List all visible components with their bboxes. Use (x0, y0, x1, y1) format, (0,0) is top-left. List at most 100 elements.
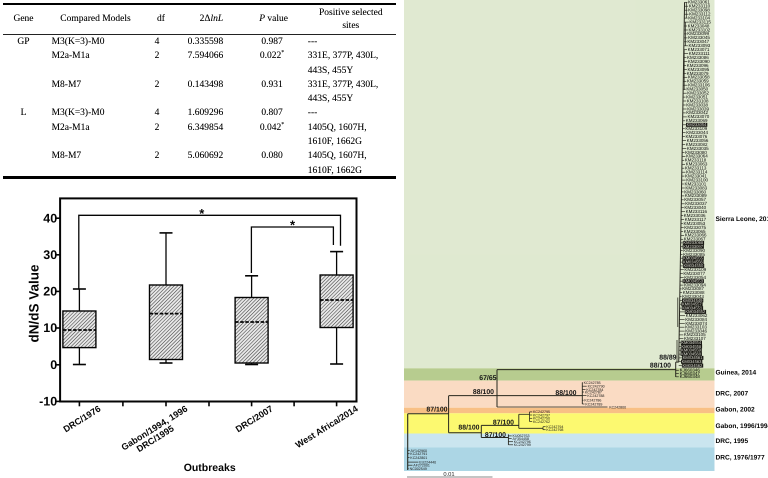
svg-text:KC242797: KC242797 (533, 413, 550, 417)
svg-text:KM233048: KM233048 (688, 23, 710, 28)
svg-text:KC242790: KC242790 (588, 385, 605, 389)
svg-text:KM233054: KM233054 (687, 122, 708, 127)
svg-text:KC242801: KC242801 (410, 456, 427, 460)
svg-text:KM233041: KM233041 (685, 174, 707, 179)
svg-text:AY142960: AY142960 (411, 449, 428, 453)
svg-text:KC242799: KC242799 (514, 443, 531, 447)
svg-text:KM233068: KM233068 (683, 240, 704, 245)
svg-text:KM233114: KM233114 (686, 170, 708, 175)
svg-text:AF272001: AF272001 (413, 464, 430, 468)
svg-text:KM233079: KM233079 (687, 71, 709, 76)
svg-text:KC242796: KC242796 (514, 440, 531, 444)
svg-text:KM233042: KM233042 (686, 110, 708, 115)
svg-text:KM233064: KM233064 (686, 154, 708, 159)
svg-text:DRC/1976: DRC/1976 (62, 404, 103, 435)
svg-text:KC242785: KC242785 (584, 381, 601, 385)
svg-text:KM034552: KM034552 (685, 309, 706, 314)
svg-text:KM233098: KM233098 (688, 8, 710, 13)
svg-text:KM233061: KM233061 (688, 0, 710, 5)
svg-text:KM233100: KM233100 (686, 177, 708, 182)
svg-text:KU052763: KU052763 (513, 434, 530, 438)
svg-text:10: 10 (43, 321, 57, 335)
svg-text:DRC, 1976/1977: DRC, 1976/1977 (716, 454, 765, 461)
svg-text:KM233088: KM233088 (683, 290, 705, 295)
svg-text:KM233106: KM233106 (688, 83, 710, 88)
svg-text:KM233046: KM233046 (685, 329, 707, 334)
svg-text:Sierra Leone, 2014: Sierra Leone, 2014 (716, 216, 768, 223)
svg-text:KC242788: KC242788 (587, 394, 604, 398)
svg-text:KM233090: KM233090 (688, 59, 710, 64)
svg-text:KM034553: KM034553 (683, 279, 704, 284)
svg-text:KM034561: KM034561 (683, 355, 704, 360)
svg-text:88/89: 88/89 (659, 355, 676, 362)
svg-text:KM233075: KM233075 (684, 225, 706, 230)
svg-text:KM233099: KM233099 (687, 31, 709, 36)
svg-text:88/100: 88/100 (650, 362, 671, 369)
svg-text:KM233108: KM233108 (687, 98, 709, 103)
svg-text:KM233089: KM233089 (685, 193, 707, 198)
svg-text:KM233080: KM233080 (685, 150, 707, 155)
svg-text:KM233059: KM233059 (687, 79, 709, 84)
svg-text:KM233043: KM233043 (682, 294, 704, 299)
svg-text:0: 0 (50, 358, 57, 372)
svg-text:NC002549: NC002549 (410, 467, 427, 471)
svg-text:KC242784: KC242784 (586, 388, 603, 392)
svg-text:KM233060: KM233060 (684, 189, 706, 194)
svg-text:KM034563: KM034563 (682, 359, 703, 364)
svg-text:67/65: 67/65 (479, 375, 496, 382)
svg-text:KM233103: KM233103 (685, 325, 707, 330)
svg-text:KM233115: KM233115 (689, 19, 711, 24)
svg-text:KM034551: KM034551 (682, 306, 703, 311)
svg-text:KM233077: KM233077 (683, 271, 705, 276)
svg-text:KJ660348: KJ660348 (680, 374, 701, 379)
svg-text:20: 20 (43, 285, 57, 299)
svg-text:KM233112: KM233112 (689, 12, 711, 17)
svg-text:Gabon, 1996/1994: Gabon, 1996/1994 (716, 423, 768, 430)
svg-text:KM233053: KM233053 (684, 221, 706, 226)
svg-text:KM233102: KM233102 (689, 27, 711, 32)
svg-text:87/100: 87/100 (493, 420, 514, 427)
svg-text:KM233044: KM233044 (686, 130, 708, 135)
svg-text:KM233058: KM233058 (688, 75, 710, 80)
svg-text:KM034562: KM034562 (683, 363, 704, 368)
svg-text:KM233045: KM233045 (688, 35, 710, 40)
svg-text:KM233037: KM233037 (685, 201, 707, 206)
svg-text:KM233109: KM233109 (685, 126, 707, 131)
svg-text:KM233084: KM233084 (685, 317, 707, 322)
svg-text:KM233096: KM233096 (687, 63, 709, 68)
svg-text:40: 40 (43, 211, 57, 225)
svg-text:Gabon, 2002: Gabon, 2002 (716, 406, 756, 413)
svg-text:KM233101: KM233101 (685, 181, 707, 186)
svg-text:KM034557: KM034557 (682, 302, 703, 307)
svg-text:KM233035: KM233035 (687, 146, 709, 151)
svg-text:KM233111: KM233111 (689, 51, 711, 56)
svg-text:KM233040: KM233040 (684, 205, 706, 210)
svg-text:EU224440: EU224440 (419, 461, 436, 465)
svg-text:KM233057: KM233057 (684, 197, 706, 202)
svg-text:KM034555: KM034555 (683, 256, 704, 261)
svg-text:KM233066: KM233066 (685, 233, 707, 238)
svg-text:KM233067: KM233067 (684, 237, 706, 242)
svg-text:KM233071: KM233071 (688, 47, 710, 52)
svg-text:KM233113: KM233113 (685, 166, 707, 171)
svg-text:KJ660347: KJ660347 (680, 371, 701, 376)
svg-text:KJ660346: KJ660346 (680, 368, 701, 373)
svg-text:KM233052: KM233052 (687, 91, 709, 96)
svg-text:KM233065: KM233065 (684, 229, 706, 234)
svg-text:KM034556: KM034556 (683, 260, 704, 265)
svg-text:KM233070: KM233070 (688, 114, 710, 119)
svg-text:KC242787: KC242787 (585, 390, 602, 394)
svg-text:KM233118: KM233118 (685, 158, 707, 163)
svg-text:AY354458: AY354458 (513, 437, 530, 441)
svg-text:KM034554: KM034554 (681, 340, 702, 345)
svg-text:KC242800: KC242800 (609, 405, 626, 409)
svg-text:KM233056: KM233056 (687, 138, 709, 143)
svg-text:KM233110: KM233110 (689, 4, 711, 9)
svg-text:KM233107: KM233107 (684, 336, 706, 341)
svg-text:KM233116: KM233116 (686, 209, 708, 214)
svg-text:KM233105: KM233105 (684, 332, 706, 337)
svg-text:87/100: 87/100 (426, 407, 447, 414)
svg-text:KM233083: KM233083 (685, 185, 707, 190)
svg-text:88/100: 88/100 (555, 390, 576, 397)
svg-text:KM233054: KM233054 (684, 275, 706, 280)
